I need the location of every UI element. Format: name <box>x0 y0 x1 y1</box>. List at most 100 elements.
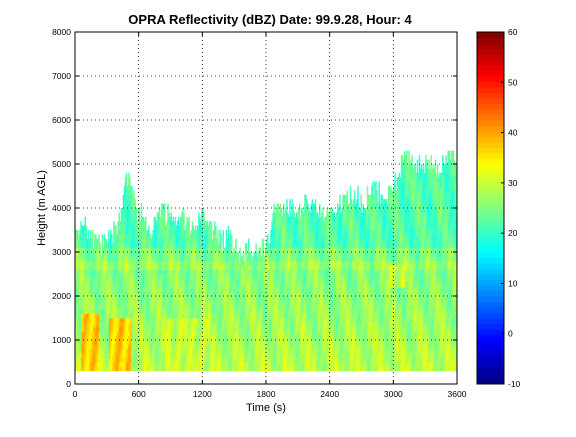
reflectivity-cell <box>76 238 78 244</box>
reflectivity-cell <box>189 340 192 345</box>
reflectivity-cell <box>172 278 175 284</box>
reflectivity-cell <box>171 362 174 367</box>
reflectivity-cell <box>115 234 117 240</box>
reflectivity-cell <box>176 296 179 301</box>
reflectivity-cell <box>85 348 88 354</box>
reflectivity-cell <box>112 304 114 310</box>
reflectivity-cell <box>114 256 116 262</box>
reflectivity-cell <box>183 252 185 257</box>
reflectivity-cell <box>86 304 89 310</box>
reflectivity-cell <box>124 340 127 345</box>
reflectivity-cell <box>189 282 192 288</box>
reflectivity-cell <box>115 348 117 354</box>
reflectivity-cell <box>118 331 120 336</box>
reflectivity-cell <box>124 208 127 213</box>
reflectivity-cell <box>101 331 103 336</box>
reflectivity-cell <box>102 304 105 310</box>
reflectivity-cell <box>106 362 109 367</box>
reflectivity-cell <box>180 348 182 354</box>
reflectivity-cell <box>132 340 134 345</box>
reflectivity-cell <box>84 225 87 231</box>
reflectivity-cell <box>166 260 168 266</box>
reflectivity-cell <box>88 287 91 292</box>
reflectivity-cell <box>182 331 184 336</box>
reflectivity-cell <box>154 260 157 266</box>
reflectivity-cell <box>133 234 135 240</box>
reflectivity-cell <box>140 225 143 231</box>
reflectivity-cell <box>128 212 130 218</box>
reflectivity-cell <box>128 309 130 314</box>
reflectivity-cell <box>142 357 145 363</box>
reflectivity-cell <box>133 313 135 319</box>
reflectivity-cell <box>89 260 92 266</box>
reflectivity-cell <box>95 309 97 314</box>
reflectivity-cell <box>129 238 131 244</box>
reflectivity-cell <box>107 274 110 279</box>
reflectivity-cell <box>96 318 98 323</box>
reflectivity-cell <box>117 366 119 372</box>
reflectivity-cell <box>120 216 123 222</box>
reflectivity-cell <box>107 247 110 253</box>
reflectivity-cell <box>163 230 165 235</box>
reflectivity-cell <box>139 348 142 354</box>
reflectivity-cell <box>138 348 141 354</box>
reflectivity-cell <box>188 344 190 350</box>
reflectivity-cell <box>107 238 110 244</box>
reflectivity-cell <box>124 326 127 332</box>
reflectivity-cell <box>97 357 99 363</box>
reflectivity-cell <box>108 300 111 306</box>
reflectivity-cell <box>117 265 119 270</box>
reflectivity-cell <box>124 234 127 240</box>
reflectivity-cell <box>185 300 187 306</box>
reflectivity-cell <box>175 304 178 310</box>
reflectivity-cell <box>178 313 181 319</box>
reflectivity-cell <box>147 318 149 323</box>
reflectivity-cell <box>189 300 192 306</box>
reflectivity-cell <box>158 274 161 279</box>
reflectivity-cell <box>96 287 98 292</box>
reflectivity-cell <box>124 216 127 222</box>
reflectivity-cell <box>110 357 112 363</box>
reflectivity-cell <box>78 274 80 279</box>
reflectivity-cell <box>155 309 158 314</box>
reflectivity-cell <box>113 304 115 310</box>
reflectivity-cell <box>79 313 81 319</box>
reflectivity-cell <box>180 366 182 372</box>
reflectivity-cell <box>85 256 88 262</box>
reflectivity-cell <box>163 300 165 306</box>
reflectivity-cell <box>108 318 111 323</box>
reflectivity-cell <box>163 225 165 231</box>
reflectivity-cell <box>175 318 178 323</box>
reflectivity-cell <box>87 304 90 310</box>
reflectivity-cell <box>80 230 82 235</box>
reflectivity-cell <box>122 304 125 310</box>
reflectivity-cell <box>182 344 184 350</box>
reflectivity-cell <box>145 300 147 306</box>
reflectivity-cell <box>138 304 141 310</box>
reflectivity-cell <box>99 287 101 292</box>
reflectivity-cell <box>99 296 101 301</box>
reflectivity-cell <box>96 260 98 266</box>
reflectivity-cell <box>97 353 99 358</box>
reflectivity-cell <box>82 348 84 354</box>
reflectivity-cell <box>131 199 133 204</box>
reflectivity-cell <box>132 278 134 284</box>
reflectivity-cell <box>185 225 187 231</box>
reflectivity-cell <box>111 326 113 332</box>
reflectivity-cell <box>129 190 131 196</box>
reflectivity-cell <box>110 252 112 257</box>
reflectivity-cell <box>87 357 90 363</box>
reflectivity-cell <box>76 269 78 275</box>
reflectivity-cell <box>159 238 162 244</box>
reflectivity-cell <box>76 304 78 310</box>
reflectivity-cell <box>106 252 109 257</box>
reflectivity-cell <box>162 212 164 218</box>
reflectivity-cell <box>165 357 167 363</box>
reflectivity-cell <box>168 238 170 244</box>
reflectivity-cell <box>78 318 80 323</box>
reflectivity-cell <box>115 296 117 301</box>
reflectivity-cell <box>152 357 154 363</box>
reflectivity-cell <box>158 340 161 345</box>
reflectivity-cell <box>163 216 165 222</box>
reflectivity-cell <box>158 362 161 367</box>
